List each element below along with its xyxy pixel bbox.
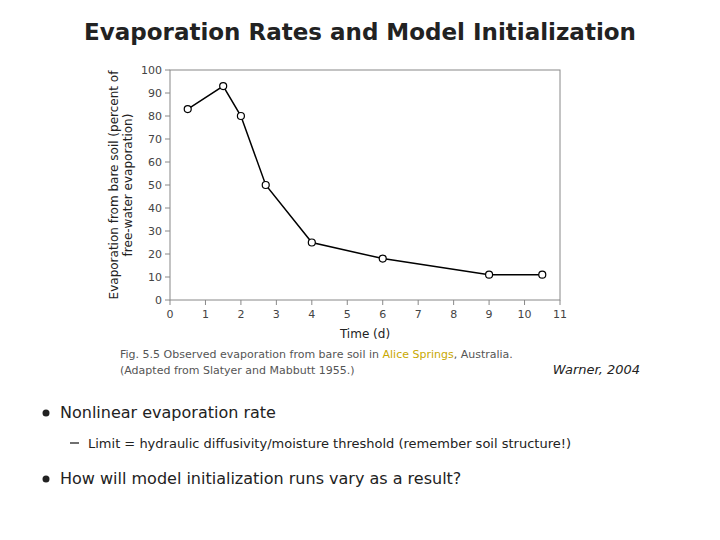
y-tick [165,162,170,163]
y-tick-label: 100 [141,64,162,77]
data-point [308,239,315,246]
y-tick [165,208,170,209]
data-point [220,83,227,90]
x-tick-label: 10 [518,308,532,321]
data-point [237,113,244,120]
x-tick [276,300,277,305]
caption-part: Alice Springs [383,348,454,361]
x-tick-label: 6 [379,308,386,321]
bullet: How will model initialization runs vary … [60,469,461,488]
x-tick-label: 9 [486,308,493,321]
x-tick [205,300,206,305]
x-tick [560,300,561,305]
data-point [262,182,269,189]
title: Evaporation Rates and Model Initializati… [84,19,636,45]
data-point [379,255,386,262]
y-axis-label: Evaporation from bare soil (percent offr… [107,70,135,300]
x-tick-label: 3 [273,308,280,321]
caption: Fig. 5.5 Observed evaporation from bare … [120,348,513,361]
axes: 0 1 2 3 4 5 6 7 8 9 10 11 0 10 20 30 40 50 60 70 80 90 100 Time… [107,64,567,341]
plot-area [184,83,546,279]
y-tick-label: 50 [148,179,162,192]
y-tick [165,277,170,278]
y-tick [165,300,170,301]
x-tick-label: 7 [415,308,422,321]
caption-part: Fig. 5.5 Observed evaporation from bare … [120,348,383,361]
x-tick [489,300,490,305]
y-tick-label: 70 [148,133,162,146]
x-tick [453,300,454,305]
x-tick [382,300,383,305]
data-line [188,86,543,275]
x-tick-label: 5 [344,308,351,321]
y-tick-label: 40 [148,202,162,215]
source: (Adapted from Slatyer and Mabbutt 1955.) [120,364,355,377]
y-tick-label: 0 [155,294,162,307]
y-tick [165,254,170,255]
data-point [486,271,493,278]
bullet-marker [43,476,50,483]
bullet-marker [43,410,50,417]
bullet: Nonlinear evaporation rate [60,403,276,422]
x-tick [240,300,241,305]
data-point [539,271,546,278]
y-tick [165,139,170,140]
credit: Warner, 2004 [553,362,640,377]
y-tick [165,231,170,232]
x-tick [170,300,171,305]
plot-frame [170,70,560,300]
sub-bullet: Limit = hydraulic diffusivity/moisture t… [88,436,571,451]
sub-bullet-marker [70,442,79,443]
x-tick-label: 1 [202,308,209,321]
x-tick-label: 11 [553,308,567,321]
x-tick [311,300,312,305]
x-tick-label: 0 [167,308,174,321]
x-tick-label: 4 [308,308,315,321]
y-tick-label: 20 [148,248,162,261]
x-tick [524,300,525,305]
caption-part: , Australia. [454,348,513,361]
x-axis-label: Time (d) [339,327,390,341]
y-tick [165,185,170,186]
data-point [184,106,191,113]
x-tick-label: 2 [237,308,244,321]
x-tick [418,300,419,305]
slide: Evaporation Rates and Model Initializati… [0,0,720,540]
y-tick-label: 90 [148,87,162,100]
y-tick-label: 60 [148,156,162,169]
y-tick-label: 10 [148,271,162,284]
x-tick-label: 8 [450,308,457,321]
y-tick-label: 80 [148,110,162,123]
y-tick-label: 30 [148,225,162,238]
y-tick [165,93,170,94]
x-tick [347,300,348,305]
y-tick [165,116,170,117]
y-tick [165,70,170,71]
